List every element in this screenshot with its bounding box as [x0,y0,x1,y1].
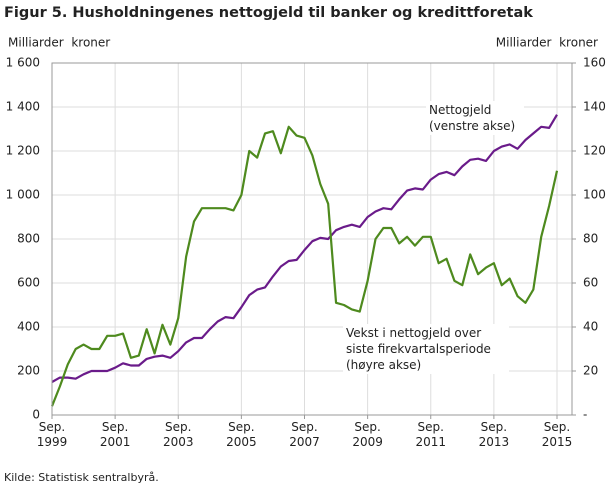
y-tick-label: 1 000 [6,188,40,202]
plot-frame [51,62,573,416]
y2-tick-label: - [583,408,587,422]
y2-tick-label: 60 [583,276,598,290]
source: Kilde: Statistisk sentralbyrå. [4,471,159,484]
x-tick-label: Sep. 2001 [99,420,131,449]
x-tick-label: Sep. 2011 [415,420,447,449]
y2-axis-title: Milliarder kroner [496,36,598,50]
y-tick-label: 0 [32,408,40,422]
y-tick-label: 200 [17,364,40,378]
y-tick-label: 800 [17,232,40,246]
x-tick-label: Sep. 2013 [478,420,510,449]
series-line [50,125,559,407]
y-tick-label: 400 [17,320,40,334]
y2-tick-label: 120 [583,144,606,158]
x-tick-label: Sep. 2003 [162,420,194,449]
x-tick-label: Sep. 2009 [352,420,383,449]
x-tick-label: Sep. 1999 [36,420,68,449]
x-tick-label: Sep. 2015 [541,420,573,449]
y2-tick-label: 80 [583,232,598,246]
series-line [51,114,558,383]
chart-title: Figur 5. Husholdningenes nettogjeld til … [4,5,533,21]
y-axis-title: Milliarder kroner [8,36,110,50]
y-tick-label: 600 [17,276,40,290]
y-tick-label: 1 200 [6,144,40,158]
series-label: Nettogjeld (venstre akse) [426,101,524,135]
y2-tick-label: 160 [583,56,606,70]
series-label: Vekst i nettogjeld over siste firekvarta… [343,324,509,374]
y-tick-label: 1 400 [6,100,40,114]
y2-tick-label: 20 [583,364,598,378]
y2-tick-label: 100 [583,188,606,202]
y2-tick-label: 40 [583,320,598,334]
x-tick-label: Sep. 2005 [226,420,257,449]
y2-tick-label: 140 [583,100,606,114]
y-tick-label: 1 600 [6,56,40,70]
x-tick-label: Sep. 2007 [289,420,320,449]
